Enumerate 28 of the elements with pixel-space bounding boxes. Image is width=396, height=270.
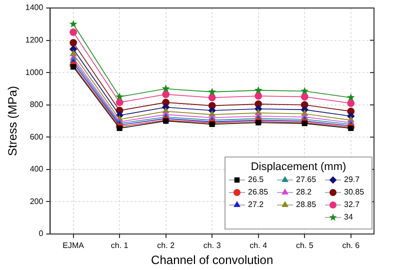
y-tick-label: 1000 [25, 68, 44, 77]
x-tick-label: ch. 2 [157, 241, 176, 250]
legend-label: 29.7 [344, 175, 360, 184]
legend-label: 30.85 [344, 188, 365, 197]
x-tick-label: ch. 3 [203, 241, 222, 250]
legend-label: 34 [344, 212, 354, 222]
x-tick-label: ch. 1 [110, 241, 129, 250]
legend-label: 28.85 [296, 200, 317, 210]
legend-label: 32.7 [344, 200, 360, 210]
x-tick-label: ch. 6 [342, 241, 360, 250]
y-tick-label: 800 [30, 100, 44, 110]
legend-label: 27.2 [248, 200, 264, 210]
legend-label: 28.2 [296, 188, 312, 197]
y-tick-label: 600 [30, 132, 44, 142]
y-tick-label: 400 [30, 164, 44, 174]
legend-label: 26.5 [248, 175, 264, 184]
legend-title: Displacement (mm) [250, 161, 346, 174]
y-tick-label: 200 [30, 196, 44, 206]
legend-label: 26.85 [248, 188, 269, 197]
x-tick-label: EJMA [62, 241, 85, 250]
y-tick-label: 1400 [25, 3, 44, 12]
x-tick-label: ch. 4 [250, 241, 268, 250]
x-axis-title: Channel of convolution [151, 253, 274, 268]
y-tick-label: 0 [38, 229, 44, 238]
y-axis-title: Stress (MPa) [6, 86, 20, 156]
x-tick-label: ch. 5 [296, 241, 314, 250]
legend-label: 27.65 [296, 175, 317, 184]
y-tick-label: 1200 [25, 35, 44, 44]
